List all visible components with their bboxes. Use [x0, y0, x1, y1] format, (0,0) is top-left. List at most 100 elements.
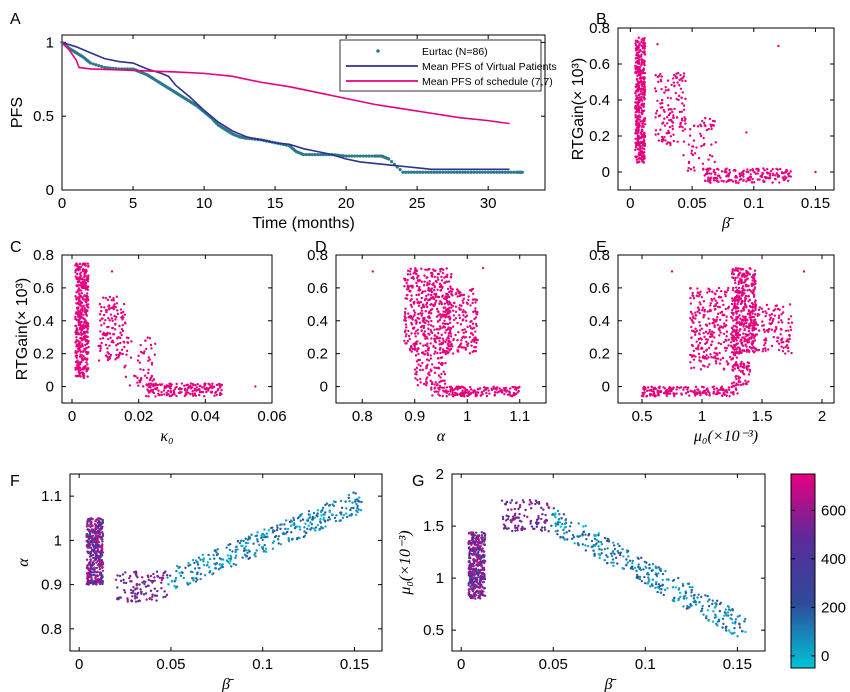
scatter-point [436, 276, 439, 279]
scatter-point [456, 321, 459, 325]
scatter-point [719, 331, 722, 334]
scatter-point [115, 353, 118, 357]
scatter-point [640, 71, 644, 75]
y-axis-label: RTGain(× 10³) [14, 278, 31, 380]
eurtac-point [463, 170, 468, 174]
scatter-point [711, 290, 714, 294]
scatter-point [679, 386, 683, 389]
scatter-point [90, 578, 93, 582]
scatter-point [787, 329, 790, 332]
scatter-point [74, 264, 77, 267]
scatter-point [422, 324, 426, 328]
scatter-point [784, 352, 787, 355]
scatter-point [445, 299, 449, 303]
scatter-point [87, 582, 90, 585]
scatter-point [86, 576, 89, 579]
scatter-point [463, 336, 466, 339]
scatter-point [662, 392, 666, 395]
scatter-point [198, 390, 202, 394]
scatter-point [764, 315, 767, 318]
scatter-point [78, 310, 82, 313]
scatter-point [728, 168, 731, 172]
scatter-point [217, 568, 221, 571]
scatter-point [706, 310, 709, 313]
scatter-point [682, 108, 686, 111]
scatter-point [417, 352, 420, 356]
scatter-point [180, 387, 183, 391]
scatter-point [465, 319, 468, 322]
scatter-point [404, 312, 407, 316]
scatter-point [426, 342, 429, 345]
scatter-point [474, 394, 477, 398]
scatter-point [429, 324, 433, 327]
scatter-point [408, 337, 411, 341]
scatter-point [664, 389, 668, 393]
scatter-point [95, 534, 98, 537]
eurtac-point [509, 170, 513, 174]
scatter-point [751, 306, 754, 309]
scatter-point [124, 375, 128, 379]
scatter-point [704, 342, 707, 346]
scatter-point [135, 584, 139, 587]
scatter-point [745, 348, 749, 351]
scatter-point [99, 344, 102, 347]
scatter-point [451, 391, 454, 394]
scatter-point [440, 361, 444, 365]
scatter-point [120, 327, 124, 331]
scatter-point [677, 98, 680, 102]
scatter-point [720, 179, 723, 183]
scatter-point [197, 556, 201, 559]
scatter-point [669, 141, 672, 145]
eurtac-point [424, 170, 428, 174]
scatter-point [109, 313, 113, 316]
y-tick-label: 0 [602, 379, 610, 396]
scatter-point [686, 169, 690, 172]
scatter-point [347, 496, 351, 500]
scatter-point [747, 170, 750, 174]
scatter-point [422, 303, 425, 306]
scatter-point [92, 560, 95, 563]
scatter-point [79, 341, 82, 344]
scatter-point [715, 362, 718, 365]
scatter-point [750, 319, 753, 322]
scatter-point [712, 331, 715, 334]
scatter-point [444, 390, 447, 393]
scatter-point [419, 377, 422, 381]
scatter-point [167, 583, 170, 586]
scatter-point [352, 506, 355, 510]
scatter-point [444, 361, 447, 365]
scatter-point [646, 386, 650, 389]
scatter-point [687, 143, 691, 146]
scatter-point [433, 387, 436, 390]
scatter-point [785, 344, 789, 347]
eurtac-point [461, 170, 465, 174]
scatter-point [470, 288, 474, 291]
scatter-point [100, 566, 104, 570]
scatter-point [86, 327, 90, 331]
scatter-point [468, 336, 471, 339]
panel-f: 0 0.05 0.1 0.150.80.911.1β̄αF [10, 473, 383, 692]
scatter-point [474, 336, 477, 339]
scatter-point [88, 517, 91, 521]
scatter-point [426, 276, 429, 279]
scatter-point [98, 554, 102, 558]
scatter-point [99, 564, 102, 567]
scatter-point [745, 131, 748, 134]
y-tick-label: 1 [46, 34, 54, 51]
scatter-point [680, 110, 684, 113]
scatter-point [637, 41, 640, 44]
scatter-point [433, 366, 436, 369]
scatter-point [430, 382, 434, 386]
scatter-point [107, 338, 110, 341]
scatter-point [100, 341, 103, 345]
y-tick-label: 1.5 [423, 518, 444, 535]
scatter-point [728, 394, 731, 398]
scatter-point [85, 532, 89, 536]
scatter-point [427, 316, 430, 319]
scatter-point [445, 391, 448, 395]
scatter-point [204, 388, 208, 391]
scatter-point [708, 154, 712, 157]
scatter-point [690, 149, 694, 153]
scatter-point [270, 526, 274, 529]
